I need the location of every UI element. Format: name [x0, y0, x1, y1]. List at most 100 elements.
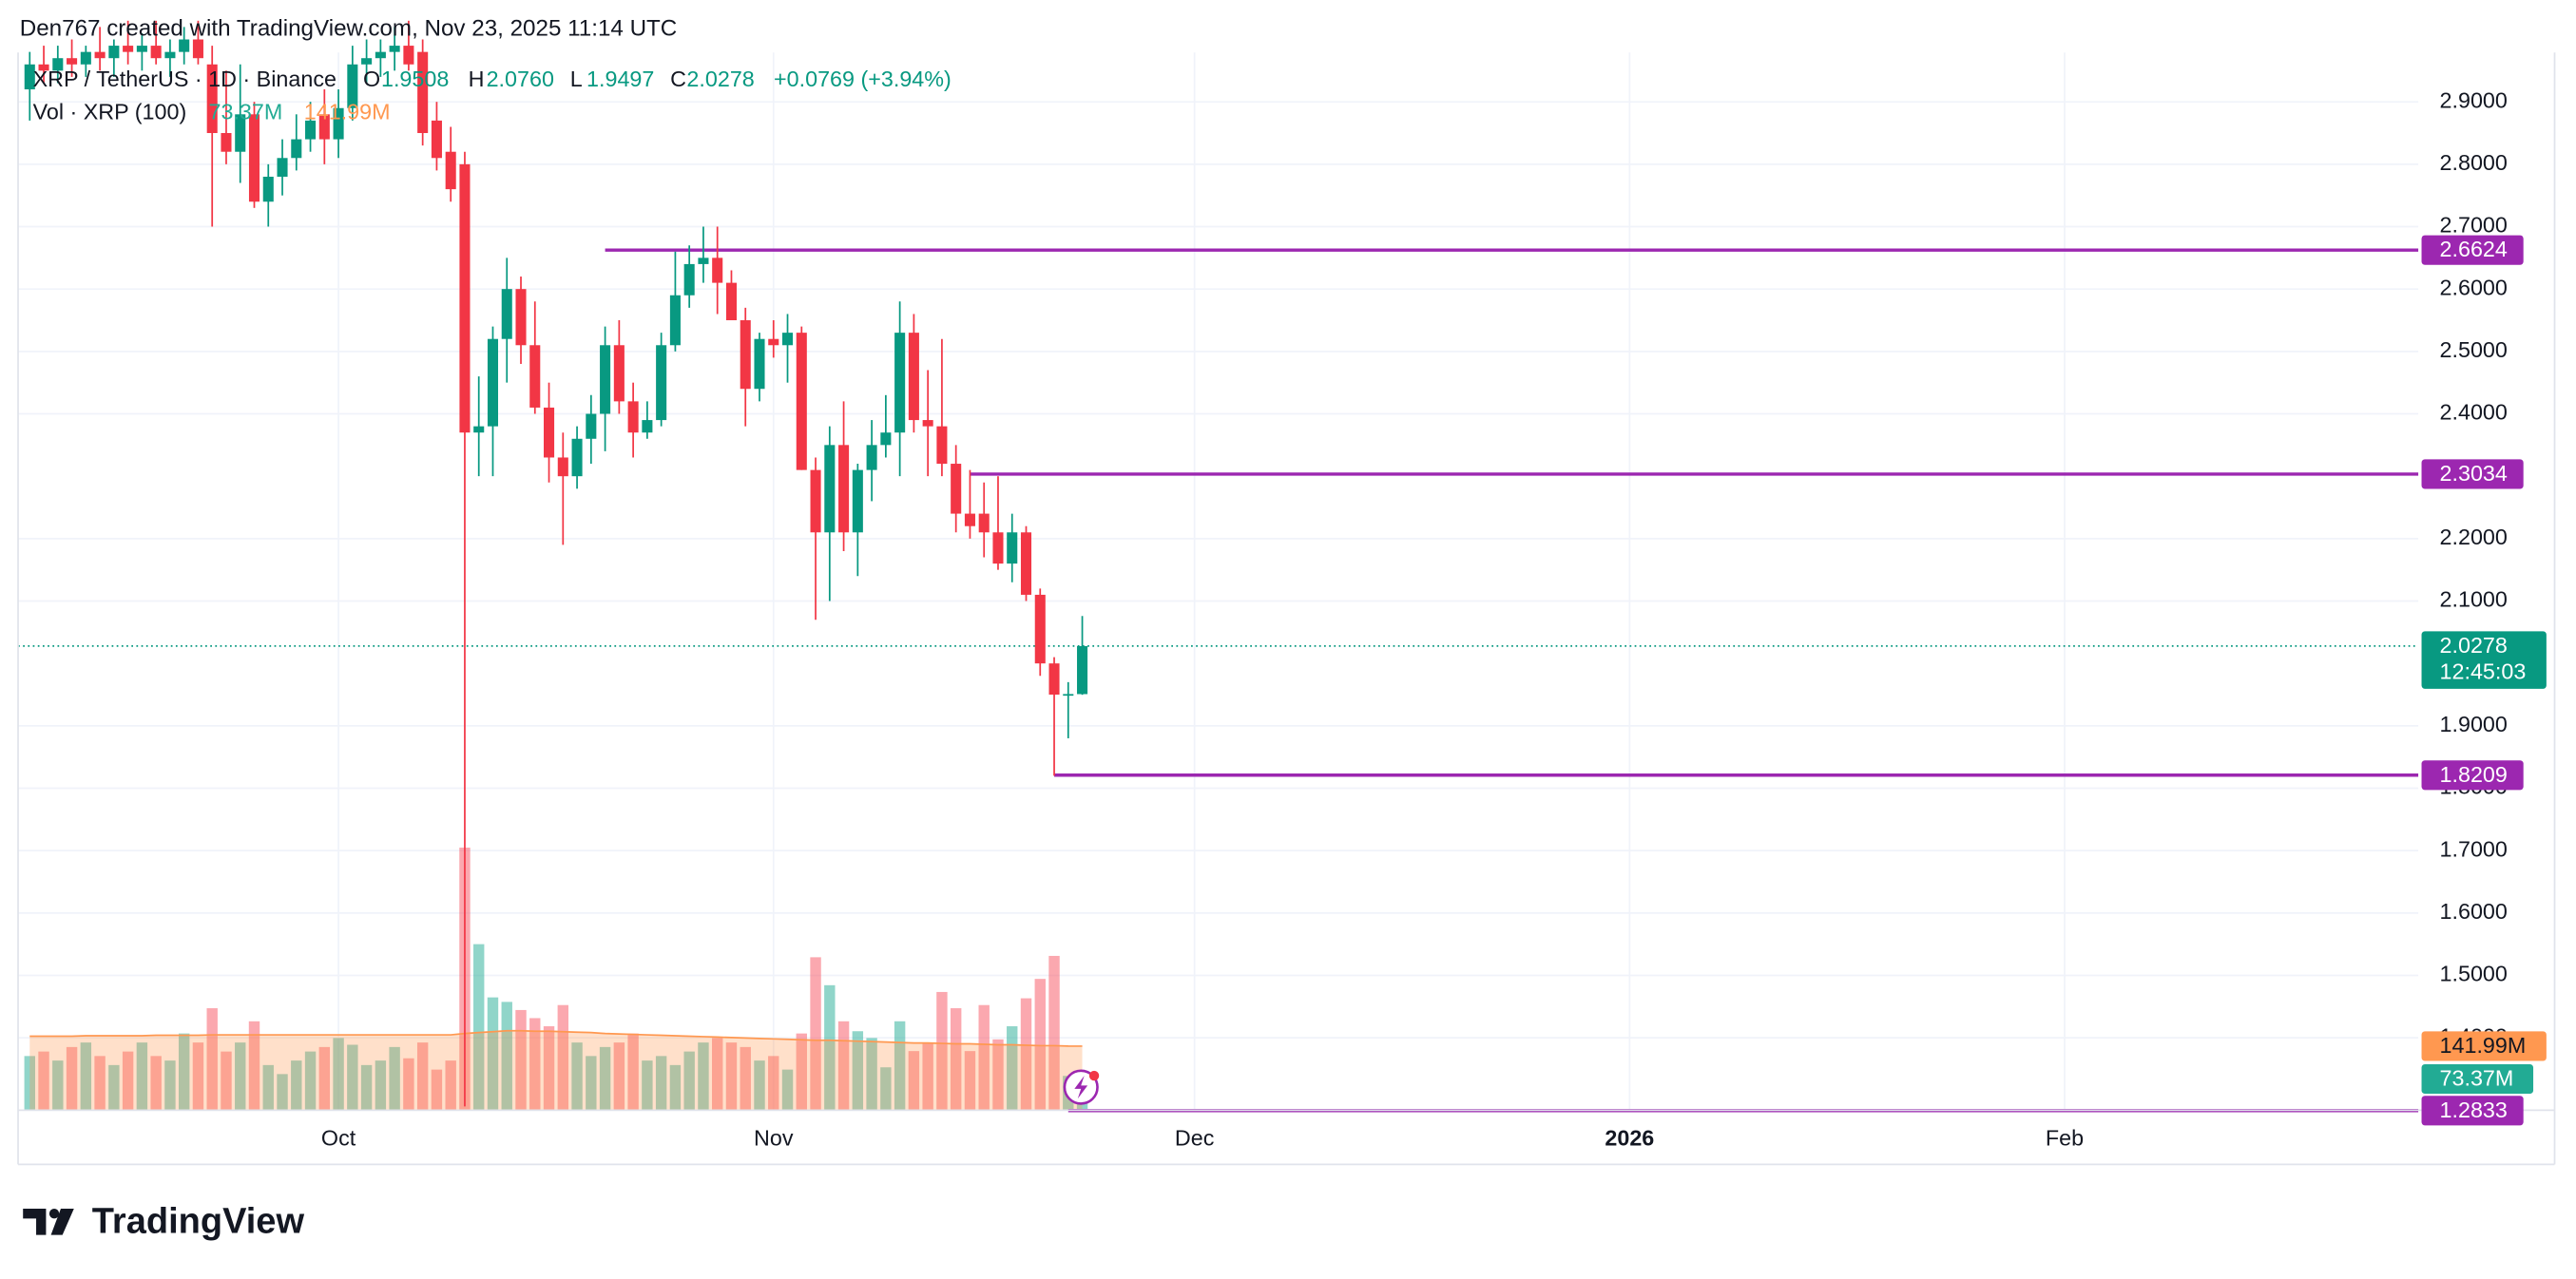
candle-body	[431, 120, 442, 159]
candle-body	[24, 64, 35, 90]
candle-body	[1007, 532, 1018, 564]
volume-bar	[964, 1051, 976, 1111]
volume-bar	[978, 1004, 990, 1111]
candle-body	[123, 46, 134, 52]
candle-body	[235, 114, 246, 152]
candle-body	[94, 51, 106, 59]
candle-body	[375, 51, 386, 59]
candle-body	[838, 445, 850, 533]
volume-bar	[66, 1046, 78, 1111]
candle-body	[515, 289, 527, 346]
candle-body	[487, 338, 499, 427]
candle-body	[781, 333, 794, 346]
volume-ma-label-box	[2421, 1031, 2547, 1061]
candle-body	[389, 46, 400, 52]
y-tick-label: 2.7000	[2440, 213, 2508, 238]
volume-bar	[122, 1051, 134, 1111]
volume-bar	[754, 1060, 765, 1111]
x-tick-label: Oct	[321, 1126, 356, 1151]
volume-ma-value: 141.99M	[304, 99, 391, 124]
candle-body	[951, 464, 962, 514]
volume-bar	[810, 957, 821, 1111]
c-key: C	[670, 67, 686, 91]
volume-bar	[389, 1046, 400, 1111]
volume-bar	[1048, 955, 1060, 1111]
volume-bar	[725, 1042, 738, 1111]
volume-bar	[108, 1064, 120, 1111]
candle-body	[52, 58, 64, 71]
candle-body	[333, 107, 344, 140]
candle-body	[1020, 532, 1032, 595]
candle-body	[136, 46, 147, 52]
y-tick-label: 1.7000	[2440, 836, 2508, 861]
candle-body	[403, 46, 414, 65]
volume-bar	[642, 1060, 653, 1111]
level-label-box	[2421, 760, 2524, 791]
volume-label-box	[2421, 1063, 2534, 1095]
volume-bar	[627, 1033, 639, 1111]
volume-bar	[894, 1021, 906, 1111]
volume-value: 73.37M	[209, 99, 283, 124]
candle-body	[908, 333, 919, 421]
candle-body	[586, 413, 597, 439]
volume-bar	[613, 1042, 625, 1111]
candle-body	[1063, 694, 1074, 697]
h-value: 2.0760	[487, 67, 554, 91]
logo: TradingView	[23, 1202, 304, 1242]
candle-body	[613, 345, 625, 402]
volume-bar	[318, 1046, 331, 1111]
volume-bar	[936, 991, 948, 1111]
volume-bar	[473, 944, 485, 1111]
candles	[24, 20, 1088, 1107]
o-key: O	[363, 67, 380, 91]
volume-bar	[683, 1051, 695, 1111]
candle-body	[627, 401, 639, 433]
candle-body	[206, 64, 218, 134]
volume-bar	[52, 1060, 64, 1111]
l-key: L	[570, 67, 583, 91]
candle-body	[740, 320, 751, 390]
volume-bar	[1007, 1026, 1018, 1111]
x-tick-label: Feb	[2046, 1126, 2084, 1151]
candle-body	[445, 151, 456, 190]
level-label: 1.8209	[2440, 762, 2508, 787]
volume-bar	[1020, 998, 1032, 1111]
y-tick-label: 2.2000	[2440, 525, 2508, 549]
candle-body	[179, 39, 190, 52]
y-tick-label: 2.5000	[2440, 337, 2508, 362]
level-label: 1.2833	[2440, 1098, 2508, 1122]
volume-bar	[781, 1069, 794, 1111]
candle-body	[642, 420, 653, 433]
volume-bar	[599, 1046, 611, 1111]
volume-bar	[80, 1042, 92, 1111]
x-tick-label: Dec	[1175, 1126, 1215, 1151]
volume-bar	[333, 1038, 344, 1111]
volume-bar	[221, 1051, 232, 1111]
grid	[18, 52, 2419, 1111]
y-tick-label: 2.9000	[2440, 87, 2508, 112]
replay-icon	[1063, 1069, 1100, 1105]
volume-bar	[740, 1046, 751, 1111]
level-label: 2.6624	[2440, 237, 2508, 261]
candle-body	[473, 426, 485, 433]
candle-body	[978, 513, 990, 533]
candle-body	[347, 64, 358, 108]
candle-body	[768, 338, 779, 346]
volume-bar	[586, 1056, 597, 1111]
candle-body	[417, 51, 429, 134]
candle-body	[796, 333, 807, 470]
volume-bar	[304, 1051, 317, 1111]
volume-bar	[445, 1060, 456, 1111]
candle-body	[922, 420, 933, 427]
volume-bar	[347, 1044, 358, 1111]
price-label: 2.0278	[2440, 633, 2508, 658]
h-key: H	[469, 67, 485, 91]
price-countdown: 12:45:03	[2440, 659, 2527, 684]
volume-bar	[38, 1051, 49, 1111]
volume-bar	[1034, 979, 1046, 1111]
volume-bar	[515, 1009, 527, 1111]
y-tick-label: 1.9000	[2440, 712, 2508, 736]
volume-bar	[403, 1058, 414, 1111]
candle-body	[557, 457, 568, 477]
level-label-box	[2421, 235, 2524, 265]
